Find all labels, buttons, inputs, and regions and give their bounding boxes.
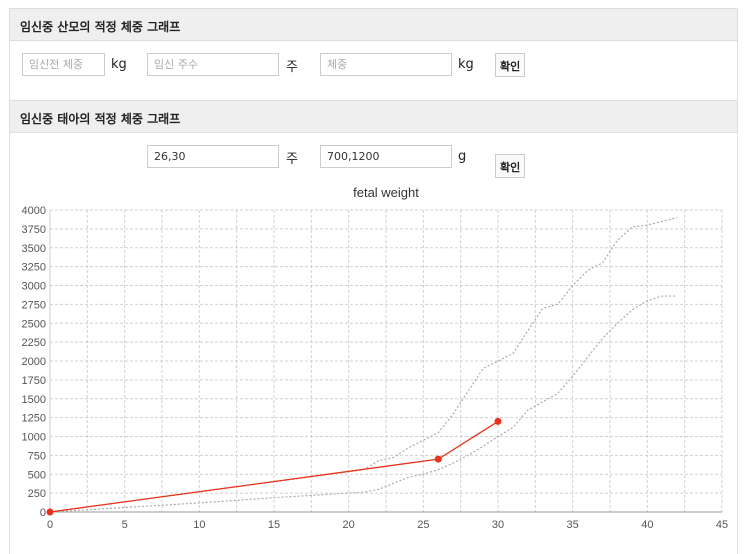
fetus-weeks-input[interactable] — [147, 145, 279, 168]
page-container: 임신중 산모의 적정 체중 그래프 kg 주 kg 확인 임신중 태아의 적정 … — [9, 8, 738, 554]
y-tick-label: 2500 — [22, 318, 46, 330]
y-tick-label: 2750 — [22, 299, 46, 311]
y-tick-label: 0 — [40, 507, 46, 519]
y-tick-label: 500 — [28, 469, 46, 481]
y-tick-label: 3500 — [22, 243, 46, 255]
y-tick-label: 1750 — [22, 375, 46, 387]
y-tick-label: 4000 — [22, 205, 46, 217]
unit-g: g — [458, 149, 467, 164]
y-tick-label: 2250 — [22, 337, 46, 349]
reference-line-0 — [49, 216, 678, 513]
y-tick-label: 3000 — [22, 281, 46, 293]
fetus-section-title: 임신중 태아의 적정 체중 그래프 — [10, 100, 737, 133]
x-tick-label: 40 — [641, 519, 653, 531]
current-weight-input[interactable] — [320, 53, 452, 76]
unit-kg: kg — [458, 57, 474, 72]
unit-week: 주 — [286, 152, 298, 167]
y-tick-label: 1500 — [22, 394, 46, 406]
x-tick-label: 10 — [193, 519, 205, 531]
fetus-weight-input[interactable] — [320, 145, 452, 168]
x-tick-label: 45 — [716, 519, 728, 531]
chart-title: fetal weight — [353, 185, 419, 200]
pregnancy-weeks-input[interactable] — [147, 53, 279, 76]
x-tick-label: 0 — [47, 519, 53, 531]
x-tick-label: 15 — [268, 519, 280, 531]
data-point — [434, 455, 442, 463]
x-tick-label: 30 — [492, 519, 504, 531]
reference-line-1 — [49, 295, 678, 513]
data-point — [46, 508, 54, 516]
y-tick-label: 3750 — [22, 224, 46, 236]
y-tick-label: 1250 — [22, 413, 46, 425]
y-tick-label: 1000 — [22, 432, 46, 444]
x-tick-label: 20 — [343, 519, 355, 531]
mother-confirm-button[interactable]: 확인 — [495, 53, 526, 77]
x-tick-label: 35 — [567, 519, 579, 531]
fetus-confirm-button[interactable]: 확인 — [495, 154, 526, 178]
unit-kg: kg — [111, 57, 127, 72]
mother-section-title: 임신중 산모의 적정 체중 그래프 — [10, 9, 737, 41]
unit-week: 주 — [286, 60, 298, 75]
data-point — [494, 417, 502, 425]
y-tick-label: 2000 — [22, 356, 46, 368]
pre-pregnancy-weight-input[interactable] — [22, 53, 105, 76]
y-tick-label: 250 — [28, 488, 46, 500]
x-tick-label: 5 — [122, 519, 128, 531]
y-tick-label: 750 — [28, 450, 46, 462]
y-tick-label: 3250 — [22, 262, 46, 274]
x-tick-label: 25 — [417, 519, 429, 531]
